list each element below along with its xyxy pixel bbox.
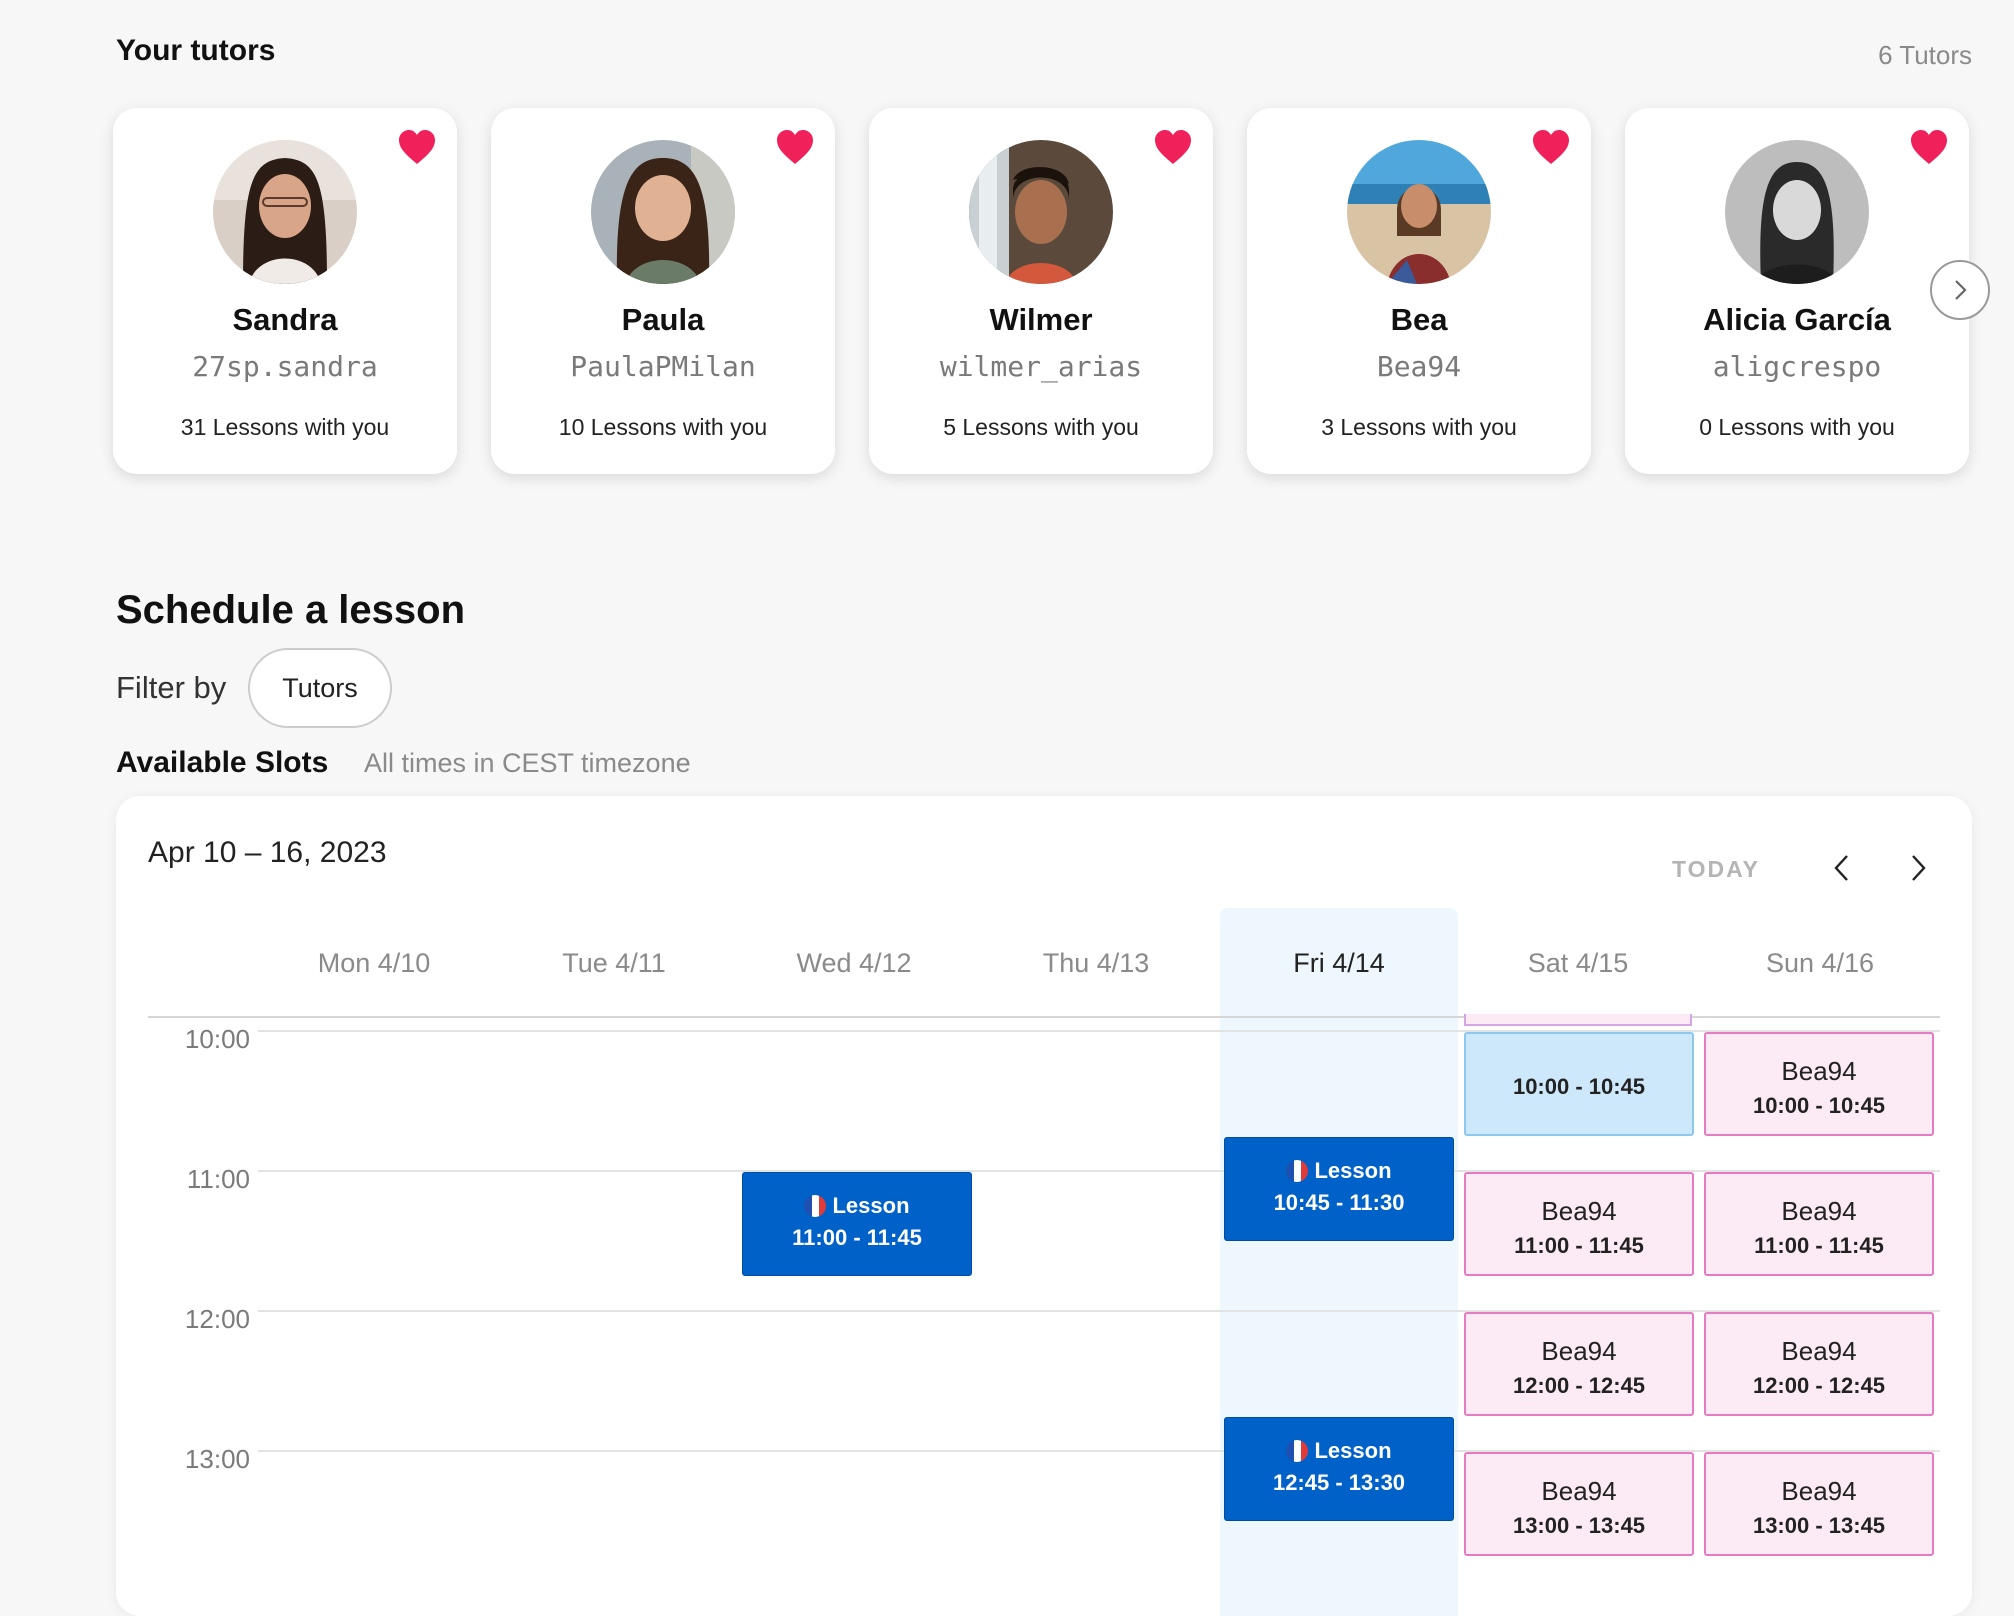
tutor-name: Paula [621, 302, 705, 337]
avatar [213, 140, 357, 284]
tutor-handle: aligcrespo [1712, 350, 1882, 383]
lesson-time: 11:00 - 11:45 [792, 1225, 922, 1250]
timezone-note: All times in CEST timezone [364, 748, 691, 778]
lesson-label: Lesson [1314, 1158, 1392, 1183]
available-slots-label: Available Slots [116, 746, 329, 779]
available-slot[interactable]: Bea94 13:00 - 13:45 [1704, 1452, 1934, 1556]
calendar-date-range: Apr 10 – 16, 2023 [148, 836, 387, 869]
time-label: 13:00 [184, 1444, 250, 1474]
chevron-right-icon [1955, 280, 1967, 300]
avatar [969, 140, 1113, 284]
lesson-label: Lesson [832, 1193, 910, 1218]
tutors-section-title: Your tutors [116, 34, 276, 67]
avatar [591, 140, 735, 284]
day-header-sun: Sun 4/16 [1765, 948, 1875, 978]
chevron-left-icon [1834, 855, 1848, 881]
heart-icon[interactable] [775, 130, 815, 166]
tutor-handle: 27sp.sandra [192, 350, 378, 383]
tutor-name: Wilmer [989, 302, 1093, 337]
day-header-wed: Wed 4/12 [796, 948, 912, 978]
booked-lesson[interactable]: Lesson 11:00 - 11:45 [742, 1172, 972, 1276]
booked-lesson[interactable]: Lesson 12:45 - 13:30 [1224, 1417, 1454, 1521]
time-label: 10:00 [184, 1024, 250, 1054]
hour-line [258, 1450, 1940, 1452]
lesson-label: Lesson [1314, 1438, 1392, 1463]
available-slot[interactable]: Bea94 13:00 - 13:45 [1464, 1452, 1694, 1556]
tutor-lesson-count: 5 Lessons with you [943, 414, 1139, 440]
chevron-right-icon [1912, 855, 1926, 881]
day-header-fri: Fri 4/14 [1293, 948, 1385, 978]
slot-tutor: Bea94 [1781, 1336, 1857, 1366]
available-slot[interactable]: Bea94 12:00 - 12:45 [1704, 1312, 1934, 1416]
time-label: 12:00 [184, 1304, 250, 1334]
france-flag-icon [1286, 1160, 1309, 1182]
slot-time: 11:00 - 11:45 [1754, 1233, 1884, 1258]
tutor-card[interactable]: Bea Bea94 3 Lessons with you [1247, 108, 1591, 474]
filter-chip-tutors[interactable]: Tutors [248, 648, 392, 728]
next-week-button[interactable] [1898, 848, 1938, 888]
tutors-next-button[interactable] [1930, 260, 1990, 320]
tutor-name: Alicia García [1703, 302, 1891, 337]
slot-tutor: Bea94 [1781, 1476, 1857, 1506]
slot-time: 12:00 - 12:45 [1512, 1373, 1646, 1398]
available-slot[interactable]: Bea94 11:00 - 11:45 [1704, 1172, 1934, 1276]
tutor-lesson-count: 0 Lessons with you [1699, 414, 1895, 440]
lesson-time: 10:45 - 11:30 [1273, 1190, 1405, 1215]
booked-lesson[interactable]: Lesson 10:45 - 11:30 [1224, 1137, 1454, 1241]
day-header-thu: Thu 4/13 [1042, 948, 1150, 978]
avatar [1725, 140, 1869, 284]
heart-icon[interactable] [397, 130, 437, 166]
slot-time: 13:00 - 13:45 [1752, 1513, 1886, 1538]
france-flag-icon [804, 1195, 827, 1217]
tutor-handle: Bea94 [1376, 350, 1462, 383]
slot-tutor: Bea94 [1541, 1476, 1617, 1506]
tutor-handle: PaulaPMilan [570, 350, 756, 383]
filter-label: Filter by [116, 670, 227, 705]
selected-slot[interactable]: 10:00 - 10:45 [1464, 1032, 1694, 1136]
available-slot[interactable]: Bea94 10:00 - 10:45 [1704, 1032, 1934, 1136]
slot-time: 10:00 - 10:45 [1752, 1093, 1886, 1118]
france-flag-icon [1286, 1440, 1309, 1462]
slot-time: 13:00 - 13:45 [1512, 1513, 1646, 1538]
tutor-count: 6 Tutors [1878, 40, 1972, 70]
day-header-mon: Mon 4/10 [317, 948, 431, 978]
hour-line [258, 1310, 1940, 1312]
tutor-card[interactable]: Paula PaulaPMilan 10 Lessons with you [491, 108, 835, 474]
available-slot[interactable]: Bea94 11:00 - 11:45 [1464, 1172, 1694, 1276]
available-slot[interactable]: Bea94 12:00 - 12:45 [1464, 1312, 1694, 1416]
slot-time: 11:00 - 11:45 [1514, 1233, 1644, 1258]
hour-line [258, 1030, 1940, 1032]
day-header-tue: Tue 4/11 [562, 948, 666, 978]
slot-tutor: Bea94 [1541, 1336, 1617, 1366]
tutor-card[interactable]: Alicia García aligcrespo 0 Lessons with … [1625, 108, 1969, 474]
tutor-lesson-count: 31 Lessons with you [180, 414, 390, 440]
slot-time: 10:00 - 10:45 [1512, 1074, 1646, 1099]
header-divider [148, 1016, 1940, 1018]
heart-icon[interactable] [1909, 130, 1949, 166]
previous-week-button[interactable] [1822, 848, 1862, 888]
hour-line [258, 1170, 1940, 1172]
today-button[interactable]: TODAY [1672, 856, 1760, 882]
day-header-sat: Sat 4/15 [1527, 948, 1629, 978]
schedule-title: Schedule a lesson [116, 588, 466, 632]
slot-tutor: Bea94 [1541, 1196, 1617, 1226]
tutor-name: Bea [1390, 302, 1448, 337]
tutor-card[interactable]: Wilmer wilmer_arias 5 Lessons with you [869, 108, 1213, 474]
calendar: Apr 10 – 16, 2023 TODAY Mon 4/10 Tue 4/1… [116, 796, 1972, 1616]
lesson-time: 12:45 - 13:30 [1272, 1470, 1406, 1495]
tutor-lesson-count: 10 Lessons with you [558, 414, 768, 440]
time-label: 11:00 [186, 1164, 250, 1194]
heart-icon[interactable] [1531, 130, 1571, 166]
slot-tutor: Bea94 [1781, 1056, 1857, 1086]
available-slot-partial[interactable] [1464, 1014, 1692, 1026]
tutor-lesson-count: 3 Lessons with you [1321, 414, 1517, 440]
tutor-card[interactable]: Sandra 27sp.sandra 31 Lessons with you [113, 108, 457, 474]
avatar [1347, 140, 1491, 284]
tutor-name: Sandra [232, 302, 338, 337]
tutor-handle: wilmer_arias [939, 350, 1143, 383]
slot-time: 12:00 - 12:45 [1752, 1373, 1886, 1398]
heart-icon[interactable] [1153, 130, 1193, 166]
slot-tutor: Bea94 [1781, 1196, 1857, 1226]
